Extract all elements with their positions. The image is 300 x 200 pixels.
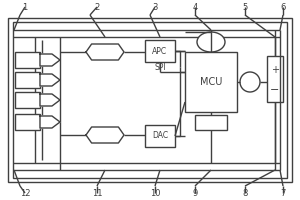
Polygon shape bbox=[86, 44, 124, 60]
Bar bbox=[145, 125, 175, 147]
Polygon shape bbox=[40, 74, 60, 86]
Text: MCU: MCU bbox=[200, 77, 222, 87]
Text: 12: 12 bbox=[20, 188, 30, 198]
Text: 11: 11 bbox=[92, 188, 102, 198]
Text: 6: 6 bbox=[280, 2, 286, 11]
Bar bbox=[145, 40, 175, 62]
Polygon shape bbox=[40, 54, 60, 66]
Text: −: − bbox=[270, 86, 280, 96]
Text: 3: 3 bbox=[152, 2, 158, 11]
Text: 4: 4 bbox=[192, 2, 198, 11]
Bar bbox=[8, 18, 292, 182]
Text: DAC: DAC bbox=[152, 132, 168, 140]
Bar bbox=[15, 114, 40, 130]
Bar bbox=[267, 56, 283, 102]
Polygon shape bbox=[40, 94, 60, 106]
Polygon shape bbox=[40, 116, 60, 128]
Bar bbox=[185, 52, 237, 112]
Bar bbox=[195, 115, 227, 130]
Text: 1: 1 bbox=[22, 2, 28, 11]
Circle shape bbox=[240, 72, 260, 92]
Text: 2: 2 bbox=[94, 2, 100, 11]
Bar bbox=[15, 92, 40, 108]
Ellipse shape bbox=[197, 32, 225, 52]
Bar bbox=[13, 22, 287, 178]
Text: SPI: SPI bbox=[154, 62, 166, 72]
Bar bbox=[15, 72, 40, 88]
Text: 8: 8 bbox=[242, 188, 248, 198]
Text: 5: 5 bbox=[242, 2, 247, 11]
Text: 10: 10 bbox=[150, 188, 160, 198]
Polygon shape bbox=[86, 127, 124, 143]
Text: 9: 9 bbox=[192, 188, 198, 198]
Text: +: + bbox=[271, 65, 279, 75]
Text: 7: 7 bbox=[280, 188, 286, 198]
Bar bbox=[15, 52, 40, 68]
Text: APC: APC bbox=[152, 46, 168, 55]
